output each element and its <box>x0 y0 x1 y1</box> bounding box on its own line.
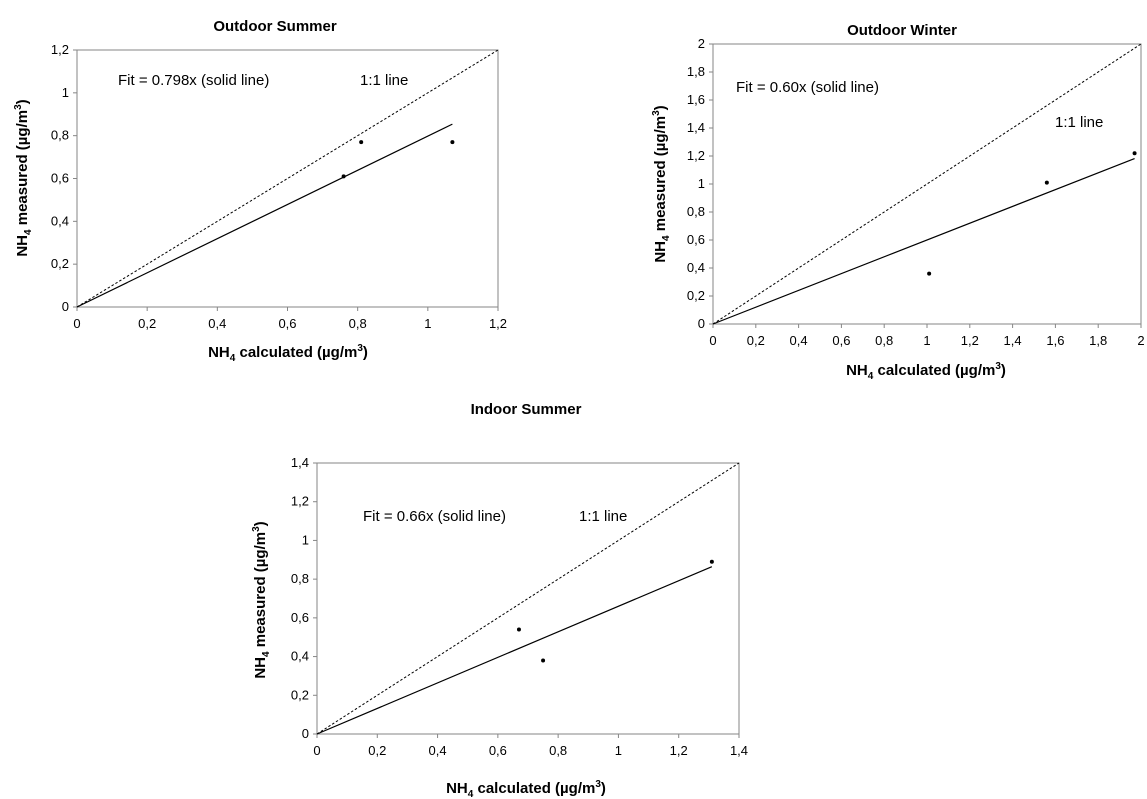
y-tick-label: 1 <box>62 85 69 100</box>
x-tick-label: 0,2 <box>368 743 386 758</box>
x-tick-label: 0 <box>709 333 716 348</box>
one-to-one-annotation: 1:1 line <box>1055 114 1103 131</box>
x-tick-labels: 0 0,2 0,4 0,6 0,8 1 1,2 1,4 <box>313 734 748 758</box>
y-tick-label: 0,4 <box>687 260 705 275</box>
fit-line <box>76 123 453 308</box>
x-axis-label: NH4 calculated (µg/m3) <box>846 361 1006 382</box>
one-to-one-line <box>316 462 740 735</box>
x-axis-label: NH4 calculated (µg/m3) <box>446 779 606 799</box>
x-tick-label: 0,6 <box>278 316 296 331</box>
y-tick-label: 0 <box>698 316 705 331</box>
x-axis-label: NH4 calculated (µg/m3) <box>208 343 368 364</box>
chart-outdoor-summer: Outdoor Summer 0 0,2 0,4 0,6 0,8 1 1,2 0 0,2 0,4… <box>13 18 507 364</box>
x-tick-label: 0,8 <box>549 743 567 758</box>
x-tick-label: 0,4 <box>429 743 447 758</box>
x-tick-label: 1 <box>424 316 431 331</box>
x-tick-label: 0 <box>313 743 320 758</box>
y-tick-labels: 0 0,2 0,4 0,6 0,8 1 1,2 <box>51 42 77 314</box>
x-tick-label: 1,2 <box>489 316 507 331</box>
y-tick-label: 1 <box>698 176 705 191</box>
data-point <box>541 658 546 663</box>
x-tick-labels: 0 0,2 0,4 0,6 0,8 1 1,2 <box>73 307 507 331</box>
y-tick-label: 0,6 <box>291 610 309 625</box>
x-tick-label: 1 <box>923 333 930 348</box>
fit-line <box>316 566 713 735</box>
x-tick-label: 0,6 <box>832 333 850 348</box>
x-tick-label: 1,8 <box>1089 333 1107 348</box>
data-point <box>927 271 932 276</box>
y-tick-label: 1,2 <box>291 494 309 509</box>
y-axis-label: NH4 measured (µg/m3) <box>13 99 34 256</box>
data-point <box>359 140 364 145</box>
y-axis-label: NH4 measured (µg/m3) <box>251 521 272 678</box>
x-tick-label: 0,4 <box>790 333 808 348</box>
y-tick-labels: 0 0,2 0,4 0,6 0,8 1 1,2 1,4 1,6 1,8 2 <box>687 36 713 331</box>
y-tick-label: 0,2 <box>51 256 69 271</box>
x-tick-label: 0 <box>73 316 80 331</box>
y-tick-label: 0 <box>302 726 309 741</box>
fit-line <box>712 157 1135 325</box>
data-points <box>516 559 714 663</box>
y-tick-label: 0,8 <box>51 128 69 143</box>
y-tick-label: 1,6 <box>687 92 705 107</box>
data-point <box>450 140 455 145</box>
chart-indoor-summer: Indoor Summer 00,20,40,60,811,21,4 0 0,2 0… <box>251 401 748 799</box>
fit-annotation: Fit = 0.66x (solid line) <box>363 508 506 525</box>
one-to-one-annotation: 1:1 line <box>579 508 627 525</box>
x-tick-label: 0,6 <box>489 743 507 758</box>
y-tick-label: 1,8 <box>687 64 705 79</box>
y-tick-label: 0,4 <box>51 213 69 228</box>
chart-title: Outdoor Winter <box>847 22 957 39</box>
x-tick-label: 1,2 <box>961 333 979 348</box>
y-tick-label: 1,4 <box>687 120 705 135</box>
plot-frame <box>316 462 740 735</box>
fit-annotation: Fit = 0.60x (solid line) <box>736 79 879 96</box>
y-tick-label: 0,2 <box>291 687 309 702</box>
data-point <box>1132 151 1137 156</box>
x-tick-label: 1 <box>615 743 622 758</box>
x-tick-label: 2 <box>1137 333 1144 348</box>
chart-outdoor-winter: Outdoor Winter 0 0,2 0,4 0,6 0,8 1 1,2 1,4 1,6 1,… <box>651 22 1145 382</box>
x-tick-label: 1,4 <box>730 743 748 758</box>
y-tick-label: 0,8 <box>291 571 309 586</box>
y-axis-label: NH4 measured (µg/m3) <box>651 105 672 262</box>
y-tick-label: 0,6 <box>51 171 69 186</box>
x-tick-label: 1,6 <box>1046 333 1064 348</box>
data-points <box>341 140 455 179</box>
y-tick-label: 1 <box>302 532 309 547</box>
y-tick-label: 0,6 <box>687 232 705 247</box>
x-tick-label: 0,2 <box>747 333 765 348</box>
x-tick-label: 0,8 <box>875 333 893 348</box>
chart-title: Indoor Summer <box>471 401 582 418</box>
data-point <box>341 174 346 179</box>
x-tick-label: 1,2 <box>670 743 688 758</box>
y-tick-label: 0 <box>62 299 69 314</box>
y-tick-labels: 0 0,2 0,4 0,6 0,8 1 1,2 1,4 <box>291 455 317 741</box>
y-tick-label: 2 <box>698 36 705 51</box>
data-point <box>709 559 714 564</box>
data-points <box>927 151 1137 276</box>
fit-annotation: Fit = 0.798x (solid line) <box>118 72 269 89</box>
one-to-one-line <box>76 49 499 308</box>
y-tick-label: 0,8 <box>687 204 705 219</box>
x-tick-labels: 0 0,2 0,4 0,6 0,8 1 1,2 1,4 1,6 1,8 2 <box>709 324 1145 348</box>
x-tick-label: 1,4 <box>1004 333 1022 348</box>
y-tick-label: 1,2 <box>51 42 69 57</box>
x-tick-label: 0,2 <box>138 316 156 331</box>
y-tick-label: 1,4 <box>291 455 309 470</box>
x-tick-label: 0,8 <box>349 316 367 331</box>
one-to-one-annotation: 1:1 line <box>360 72 408 89</box>
chart-title: Outdoor Summer <box>213 18 337 35</box>
y-tick-label: 0,4 <box>291 649 309 664</box>
y-tick-label: 1,2 <box>687 148 705 163</box>
y-tick-label: 0,2 <box>687 288 705 303</box>
x-tick-label: 0,4 <box>208 316 226 331</box>
data-point <box>516 627 521 632</box>
data-point <box>1044 180 1049 185</box>
